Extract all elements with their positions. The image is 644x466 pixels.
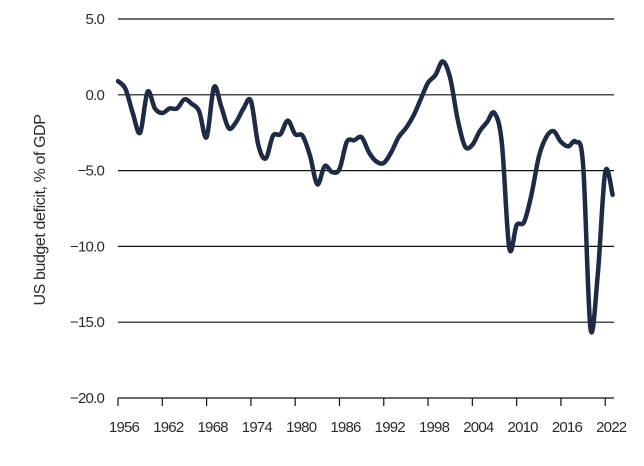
y-tick-label: −20.0 [70, 390, 104, 407]
x-tick-label: 1998 [419, 419, 450, 436]
x-tick-label: 2010 [508, 419, 539, 436]
x-tick-label: 1956 [109, 419, 140, 436]
y-axis-ticks: 5.0 0.0 −5.0 −10.0 −15.0 −20.0 [70, 11, 105, 407]
x-tick-label: 2016 [552, 419, 583, 436]
gridlines [118, 18, 614, 399]
y-axis-label: US budget deficit, % of GDP [32, 114, 49, 305]
x-tick-label: 1980 [286, 419, 317, 436]
x-tick-label: 1986 [330, 419, 361, 436]
y-tick-label: 5.0 [86, 11, 105, 28]
y-tick-label: −5.0 [78, 163, 105, 180]
x-tick-label: 1992 [375, 419, 406, 436]
y-tick-label: −15.0 [70, 314, 104, 331]
x-tick-label: 1962 [153, 419, 184, 436]
y-tick-label: 0.0 [86, 87, 105, 104]
x-tick-label: 1974 [242, 419, 273, 436]
x-tick-label: 2004 [463, 419, 494, 436]
x-tick-label: 2022 [596, 419, 627, 436]
series [115, 59, 615, 335]
deficit-line [115, 59, 615, 335]
y-tick-label: −10.0 [70, 238, 104, 255]
x-tick-label: 1968 [198, 419, 229, 436]
x-axis-ticks: 1956 1962 1968 1974 1980 1986 1992 1998 2004 2010… [109, 398, 628, 436]
